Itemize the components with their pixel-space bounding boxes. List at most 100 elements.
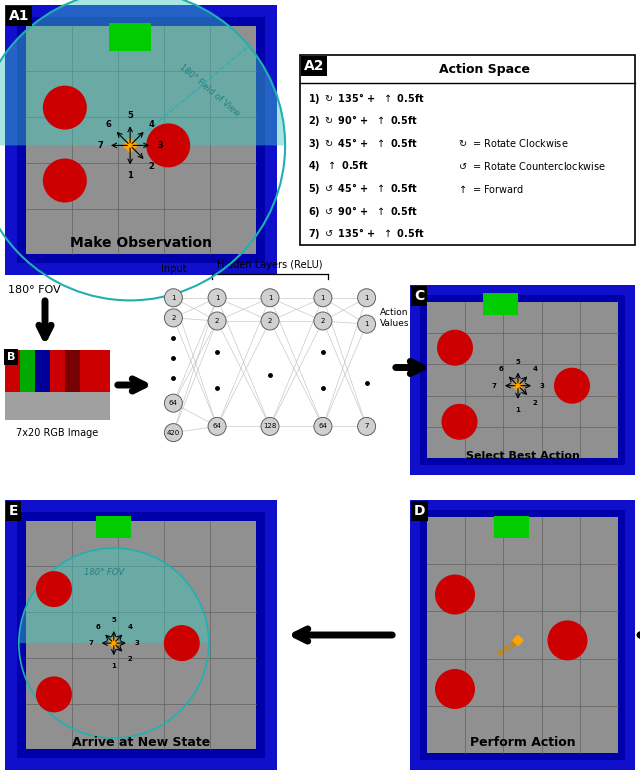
Text: Input: Input (161, 264, 186, 274)
Circle shape (164, 309, 182, 327)
Text: 4: 4 (127, 624, 132, 629)
Text: 1: 1 (111, 663, 116, 669)
Text: $\circlearrowright$ = Rotate Clockwise: $\circlearrowright$ = Rotate Clockwise (458, 137, 569, 150)
FancyBboxPatch shape (5, 392, 110, 420)
FancyBboxPatch shape (300, 55, 635, 245)
Text: 1) $\circlearrowright$ 135° +  $\uparrow$ 0.5ft: 1) $\circlearrowright$ 135° + $\uparrow$… (308, 90, 425, 106)
Polygon shape (513, 636, 523, 645)
Text: 2: 2 (215, 318, 220, 324)
Polygon shape (513, 381, 523, 391)
Polygon shape (123, 138, 137, 152)
FancyBboxPatch shape (483, 293, 518, 315)
Text: 1: 1 (215, 295, 220, 301)
Circle shape (36, 571, 72, 607)
FancyBboxPatch shape (26, 521, 256, 750)
Text: 7: 7 (97, 141, 103, 150)
FancyBboxPatch shape (410, 285, 635, 475)
Circle shape (43, 86, 87, 129)
Circle shape (261, 289, 279, 307)
Circle shape (435, 669, 475, 709)
FancyBboxPatch shape (493, 516, 529, 538)
Text: 1: 1 (171, 295, 175, 301)
Text: 7: 7 (492, 383, 497, 388)
Wedge shape (0, 0, 285, 145)
Text: 3: 3 (540, 383, 545, 388)
Text: D: D (414, 504, 426, 518)
FancyBboxPatch shape (95, 350, 110, 392)
Circle shape (437, 330, 473, 366)
Text: 3) $\circlearrowright$ 45° +  $\uparrow$ 0.5ft: 3) $\circlearrowright$ 45° + $\uparrow$ … (308, 136, 418, 151)
FancyBboxPatch shape (65, 350, 80, 392)
Circle shape (146, 123, 190, 168)
FancyBboxPatch shape (20, 350, 35, 392)
Circle shape (314, 312, 332, 330)
Text: Make Observation: Make Observation (70, 236, 212, 250)
FancyBboxPatch shape (17, 512, 265, 757)
FancyBboxPatch shape (26, 26, 256, 254)
Circle shape (164, 289, 182, 307)
Circle shape (554, 367, 590, 404)
Circle shape (358, 289, 376, 307)
Text: 64: 64 (169, 400, 178, 406)
Text: $\circlearrowleft$ = Rotate Counterclockwise: $\circlearrowleft$ = Rotate Counterclock… (458, 160, 607, 172)
Text: B: B (7, 352, 15, 362)
Text: 1: 1 (364, 321, 369, 327)
Text: Perform Action: Perform Action (470, 736, 575, 750)
FancyBboxPatch shape (420, 295, 625, 465)
Circle shape (43, 158, 87, 203)
Text: 2: 2 (148, 162, 154, 171)
Text: 4: 4 (532, 366, 538, 372)
Circle shape (435, 575, 475, 615)
Text: 5) $\circlearrowleft$ 45° +  $\uparrow$ 0.5ft: 5) $\circlearrowleft$ 45° + $\uparrow$ 0… (308, 181, 418, 196)
Circle shape (547, 620, 588, 661)
Text: E: E (9, 504, 19, 518)
Text: 7) $\circlearrowleft$ 135° +  $\uparrow$ 0.5ft: 7) $\circlearrowleft$ 135° + $\uparrow$ … (308, 226, 425, 241)
Text: A2: A2 (304, 59, 324, 73)
Text: 6: 6 (499, 366, 504, 372)
Circle shape (36, 676, 72, 712)
Text: C: C (414, 289, 424, 303)
Text: 6: 6 (95, 624, 100, 629)
FancyBboxPatch shape (410, 500, 635, 770)
FancyBboxPatch shape (420, 510, 625, 760)
Wedge shape (19, 548, 209, 643)
Circle shape (208, 417, 226, 435)
Circle shape (314, 417, 332, 435)
FancyBboxPatch shape (17, 17, 265, 263)
FancyBboxPatch shape (5, 500, 277, 770)
Text: 5: 5 (127, 111, 133, 120)
Text: 7: 7 (364, 424, 369, 430)
Text: 6) $\circlearrowleft$ 90° +  $\uparrow$ 0.5ft: 6) $\circlearrowleft$ 90° + $\uparrow$ 0… (308, 204, 418, 218)
Text: 6: 6 (106, 119, 112, 129)
Circle shape (261, 312, 279, 330)
Text: 2: 2 (532, 399, 538, 406)
Text: 7: 7 (88, 640, 93, 646)
FancyBboxPatch shape (80, 350, 95, 392)
Text: 128: 128 (263, 424, 276, 430)
FancyBboxPatch shape (109, 23, 151, 51)
Text: 5: 5 (111, 617, 116, 623)
Text: 420: 420 (167, 430, 180, 435)
Text: 1: 1 (127, 171, 133, 180)
Text: 2: 2 (172, 315, 175, 321)
Text: 180° FOV: 180° FOV (8, 285, 61, 295)
Text: A1: A1 (9, 9, 29, 23)
Text: 1: 1 (268, 295, 272, 301)
Circle shape (164, 394, 182, 412)
Polygon shape (109, 638, 119, 648)
FancyBboxPatch shape (35, 350, 50, 392)
Text: Select Best Action: Select Best Action (465, 451, 579, 461)
Text: 4: 4 (148, 119, 154, 129)
Text: 3: 3 (157, 141, 163, 150)
FancyBboxPatch shape (96, 516, 131, 538)
Text: Action Space: Action Space (439, 62, 530, 76)
Circle shape (208, 289, 226, 307)
Text: 180° Field of View: 180° Field of View (178, 62, 242, 119)
Text: Hidden Layers (ReLU): Hidden Layers (ReLU) (217, 260, 323, 270)
Text: 2) $\circlearrowright$ 90° +  $\uparrow$ 0.5ft: 2) $\circlearrowright$ 90° + $\uparrow$ … (308, 113, 418, 129)
FancyBboxPatch shape (5, 5, 277, 275)
Text: 1: 1 (516, 406, 520, 413)
Text: 5: 5 (516, 359, 520, 365)
Text: 180° FOV: 180° FOV (84, 569, 124, 577)
Text: 2: 2 (268, 318, 272, 324)
